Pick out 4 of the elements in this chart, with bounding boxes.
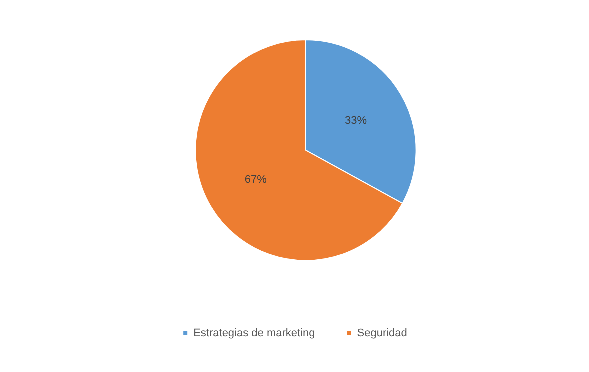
legend-label: Seguridad xyxy=(357,328,408,340)
data-label: 67% xyxy=(244,174,268,186)
data-label: 33% xyxy=(345,114,368,127)
legend-label: Estrategias de marketing xyxy=(194,328,316,340)
